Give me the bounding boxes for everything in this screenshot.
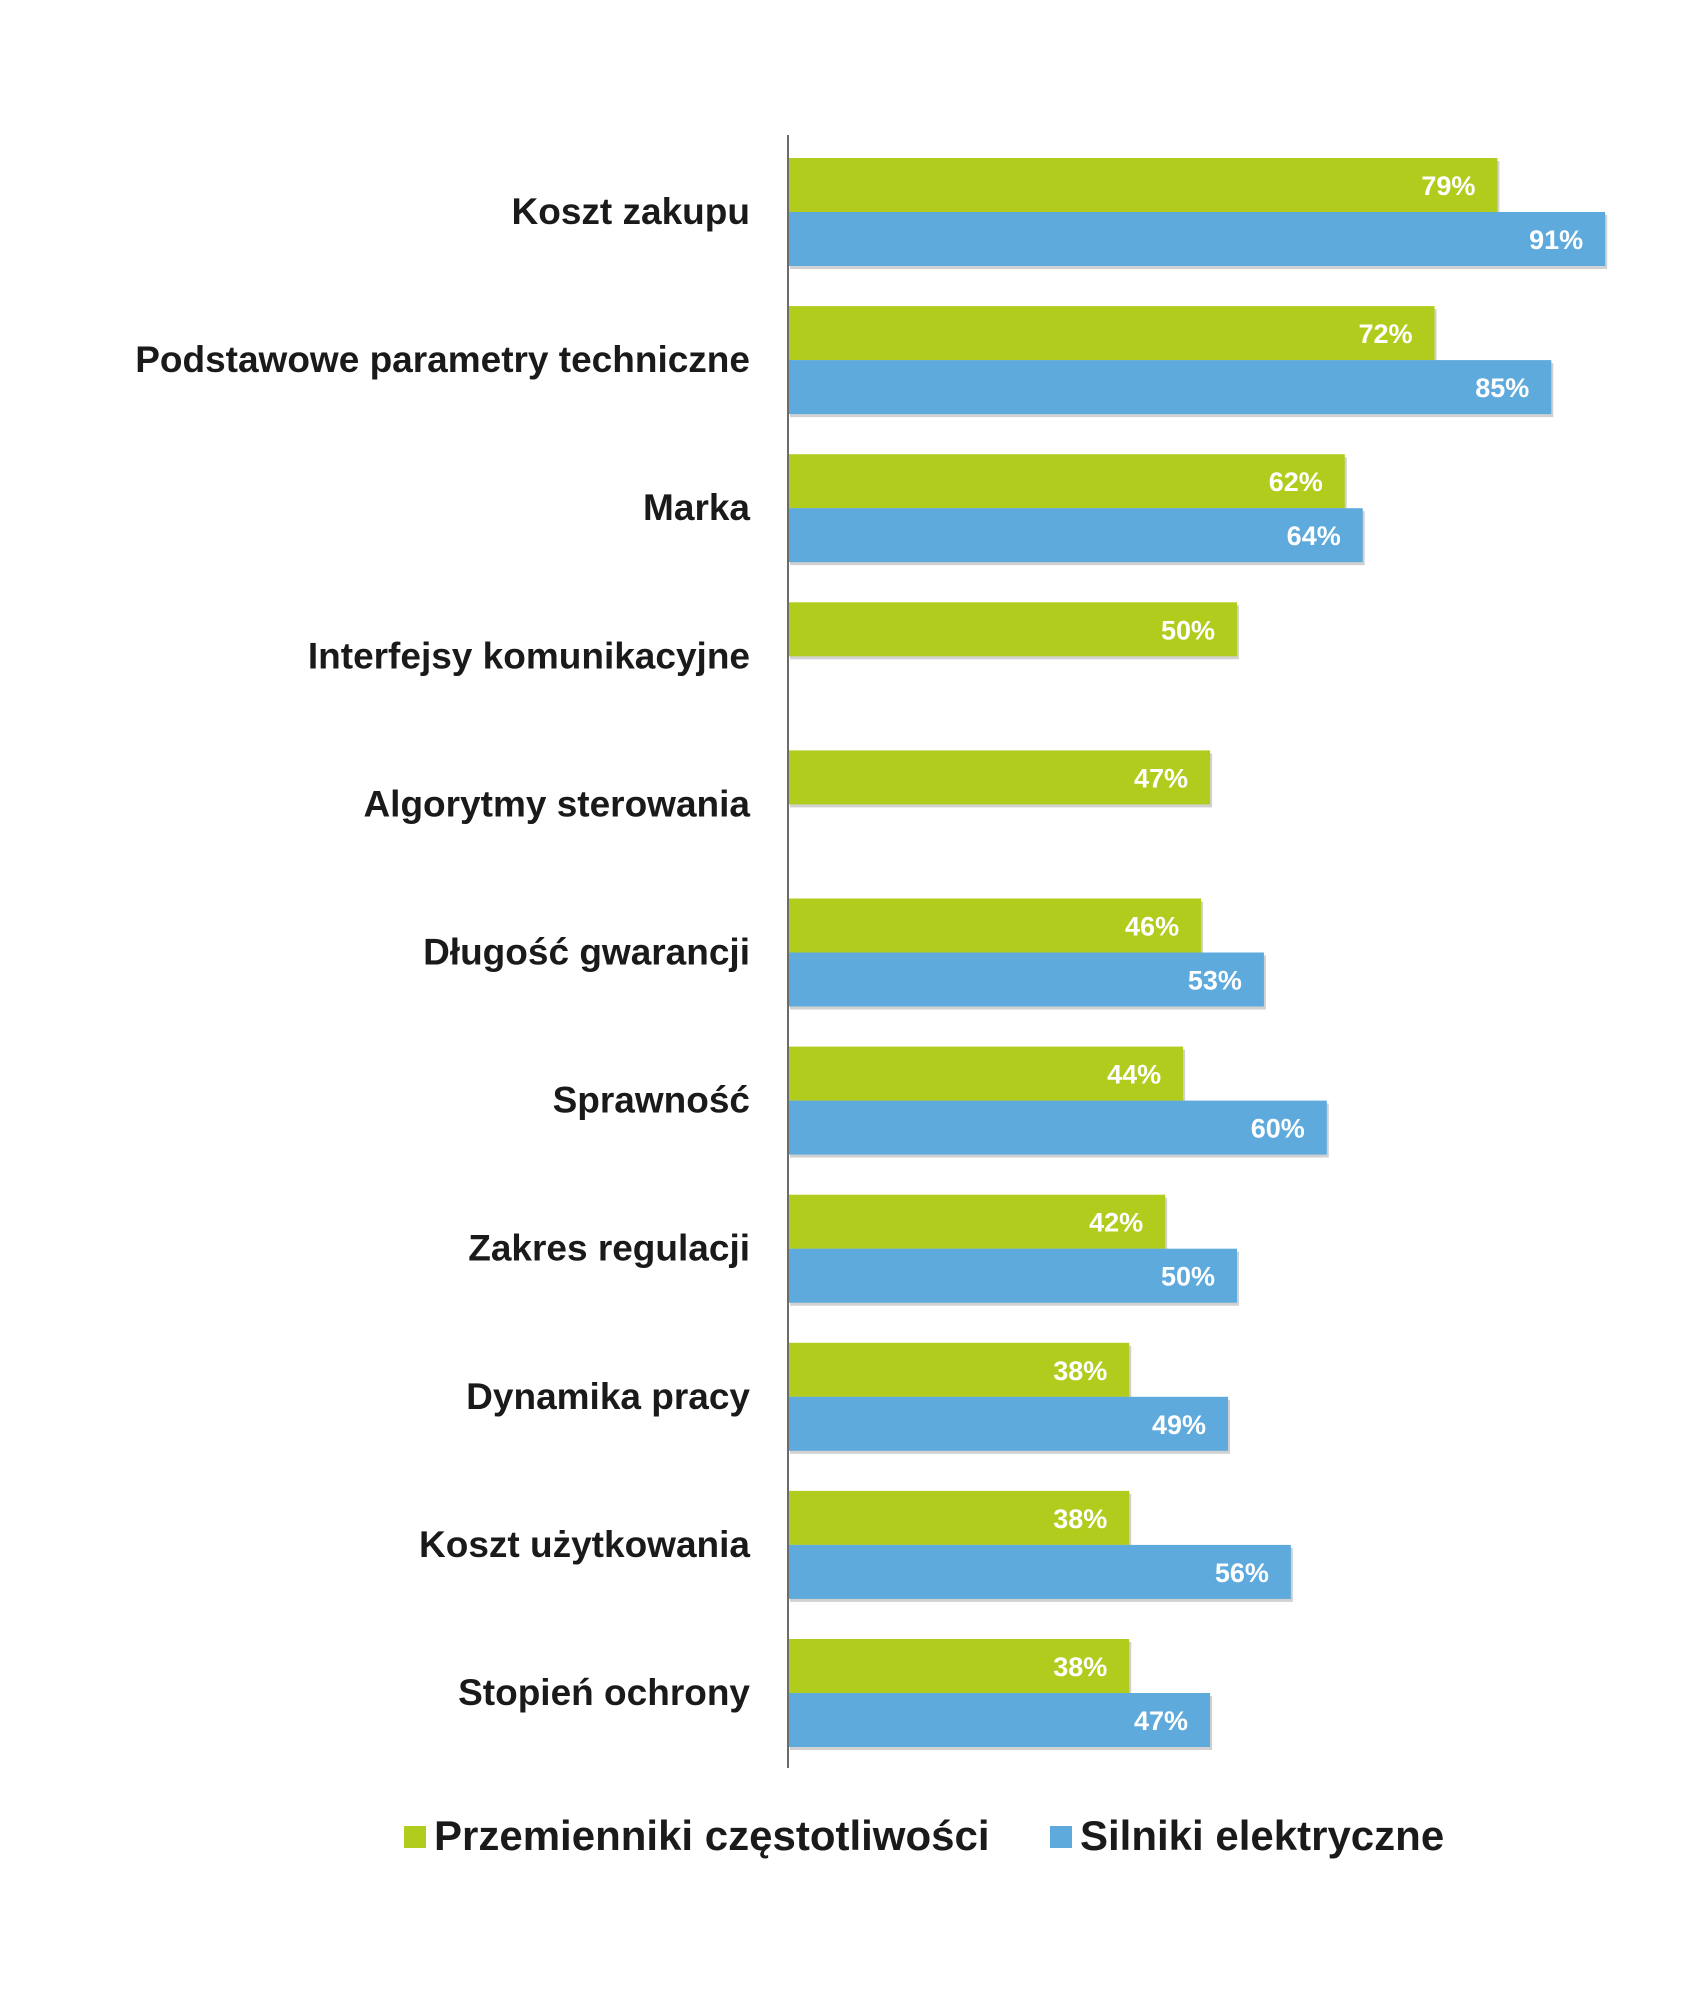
data-label: 49% — [1152, 1410, 1206, 1440]
category-label: Koszt użytkowania — [419, 1524, 750, 1565]
data-label: 38% — [1053, 1504, 1107, 1534]
bar-silniki — [788, 212, 1606, 266]
data-label: 60% — [1251, 1114, 1305, 1144]
bar-przemienniki — [788, 1046, 1184, 1101]
bar-silniki — [788, 508, 1363, 563]
data-label: 50% — [1161, 615, 1215, 645]
category-label: Podstawowe parametry techniczne — [135, 339, 750, 380]
bar-przemienniki — [788, 1639, 1130, 1693]
category-label: Marka — [643, 487, 750, 528]
data-label: 44% — [1107, 1060, 1161, 1090]
data-label: 47% — [1134, 763, 1188, 793]
data-label: 64% — [1287, 521, 1341, 551]
bar-silniki — [788, 1396, 1229, 1451]
legend-label: Silniki elektryczne — [1080, 1812, 1444, 1859]
category-label: Dynamika pracy — [466, 1376, 750, 1417]
bar-przemienniki — [788, 602, 1237, 657]
bar-silniki — [788, 952, 1264, 1007]
bar-silniki — [788, 1544, 1291, 1599]
data-label: 56% — [1215, 1558, 1269, 1588]
category-label: Sprawność — [553, 1080, 750, 1121]
legend-label: Przemienniki częstotliwości — [434, 1812, 990, 1859]
data-label: 62% — [1269, 467, 1323, 497]
data-label: 79% — [1421, 171, 1475, 201]
category-label: Interfejsy komunikacyjne — [308, 635, 750, 676]
category-label: Koszt zakupu — [512, 191, 750, 232]
legend-swatch — [1050, 1826, 1072, 1848]
category-label: Zakres regulacji — [468, 1228, 750, 1269]
bar-przemienniki — [788, 898, 1202, 953]
data-label: 85% — [1475, 373, 1529, 403]
category-label: Algorytmy sterowania — [363, 783, 750, 824]
bar-przemienniki — [788, 1490, 1130, 1545]
data-label: 42% — [1089, 1208, 1143, 1238]
bar-silniki — [788, 360, 1552, 415]
bar-przemienniki — [788, 454, 1345, 509]
data-label: 50% — [1161, 1262, 1215, 1292]
data-label: 38% — [1053, 1652, 1107, 1682]
bar-silniki — [788, 1248, 1237, 1303]
category-label: Długość gwarancji — [423, 932, 750, 973]
bar-silniki — [788, 1693, 1211, 1747]
bar-silniki — [788, 1100, 1327, 1155]
bar-przemienniki — [788, 306, 1435, 361]
data-label: 72% — [1359, 319, 1413, 349]
data-label: 53% — [1188, 966, 1242, 996]
data-label: 46% — [1125, 912, 1179, 942]
bar-przemienniki — [788, 158, 1498, 212]
category-label: Stopień ochrony — [458, 1672, 750, 1713]
data-label: 38% — [1053, 1356, 1107, 1386]
data-label: 91% — [1529, 225, 1583, 255]
bar-przemienniki — [788, 1194, 1166, 1249]
bar-przemienniki — [788, 750, 1211, 805]
data-label: 47% — [1134, 1706, 1188, 1736]
legend-swatch — [404, 1826, 426, 1848]
bar-przemienniki — [788, 1342, 1130, 1397]
